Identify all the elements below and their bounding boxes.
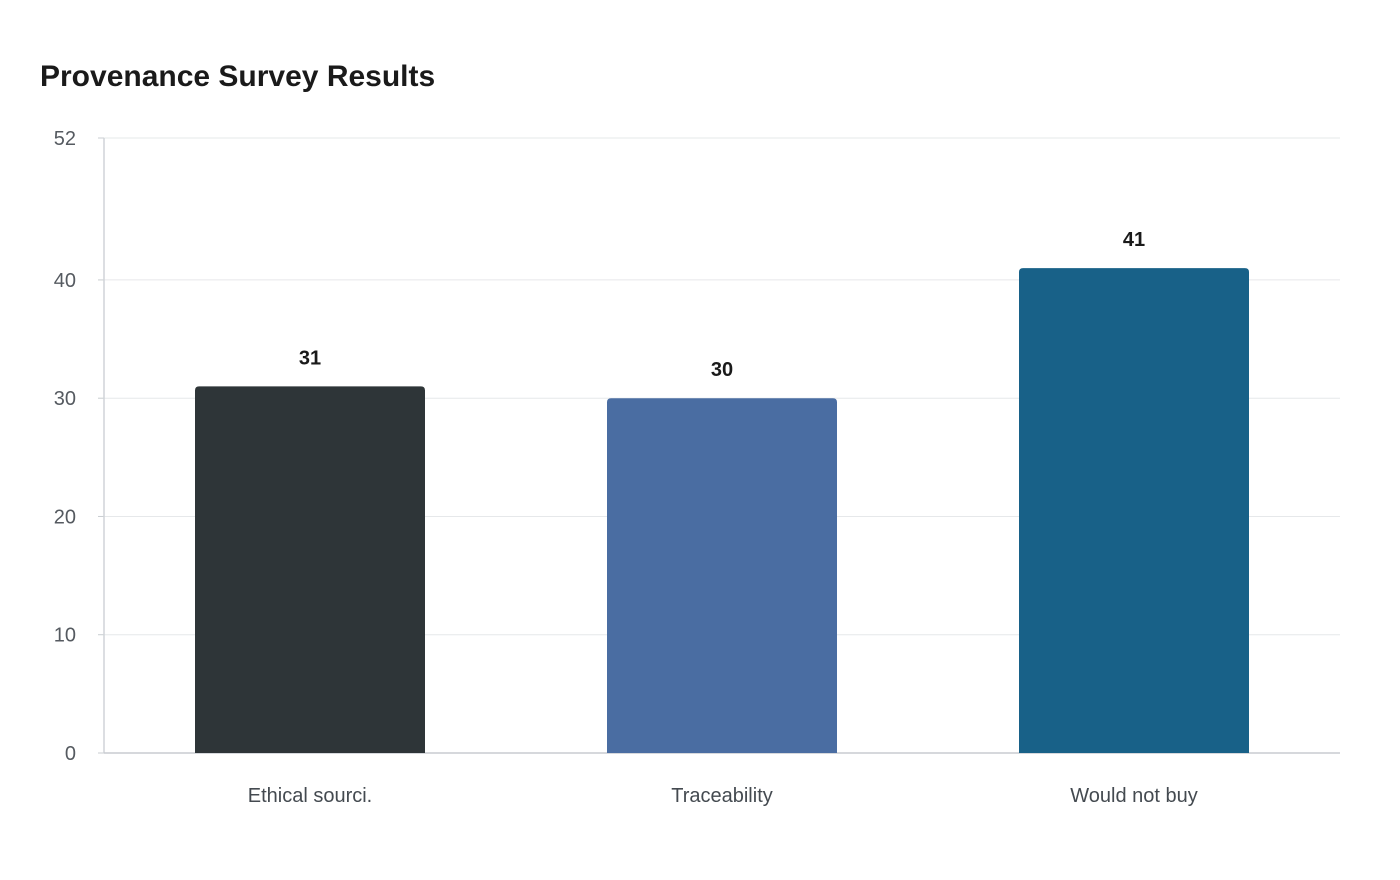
bar (1019, 268, 1249, 753)
bar (195, 386, 425, 753)
y-tick-label: 30 (54, 388, 76, 410)
y-tick-label: 10 (54, 625, 76, 647)
chart-title: Provenance Survey Results (40, 60, 436, 93)
bars (195, 268, 1249, 753)
bar (607, 398, 837, 753)
x-tick-label: Ethical sourci. (248, 785, 373, 807)
y-tick-label: 40 (54, 270, 76, 292)
y-tick-label: 20 (54, 506, 76, 528)
y-tick-label: 0 (65, 743, 76, 765)
labels: 0 10 20 30 40 52 31 Ethical sourci. 30 Traceabili… (54, 128, 1198, 807)
data-label: 30 (711, 359, 733, 381)
data-label: 41 (1123, 229, 1145, 251)
data-label: 31 (299, 347, 321, 369)
x-tick-label: Traceability (671, 785, 773, 807)
x-tick-label: Would not buy (1070, 785, 1198, 807)
y-tick-label: 52 (54, 128, 76, 150)
